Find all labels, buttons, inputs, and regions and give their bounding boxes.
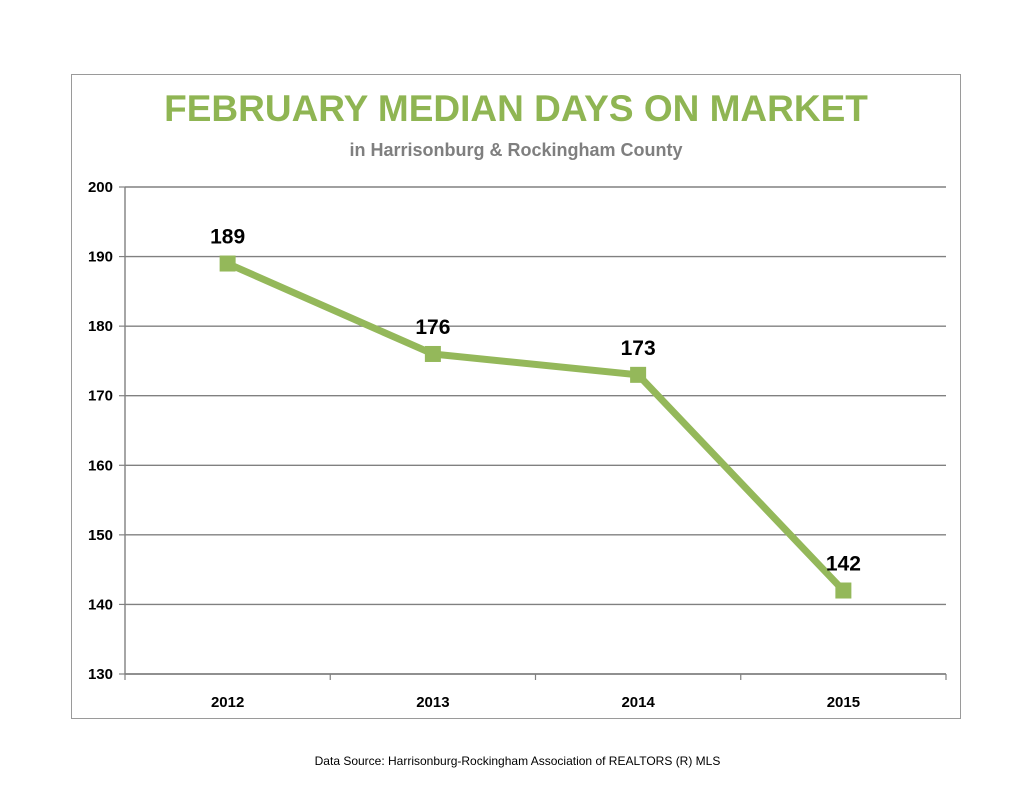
chart-title: FEBRUARY MEDIAN DAYS ON MARKET — [164, 88, 868, 129]
data-source-note: Data Source: Harrisonburg-Rockingham Ass… — [314, 754, 721, 768]
x-tick-label-2013: 2013 — [416, 694, 449, 711]
y-tick-label: 140 — [88, 596, 113, 613]
y-tick-label: 170 — [88, 388, 113, 405]
y-tick-label: 180 — [88, 318, 113, 335]
chart-subtitle: in Harrisonburg & Rockingham County — [349, 140, 683, 160]
chart-frame — [71, 74, 961, 719]
data-point-2014 — [630, 366, 647, 383]
y-tick-label: 150 — [88, 527, 113, 544]
x-tick-label-2012: 2012 — [211, 694, 244, 711]
series-line-path — [226, 260, 846, 593]
data-markers — [219, 255, 852, 599]
y-tick-label: 160 — [88, 457, 113, 474]
data-point-2013 — [424, 345, 441, 362]
data-labels: 189 176 173 142 — [210, 226, 861, 576]
data-point-2015 — [835, 582, 852, 599]
data-point-2012 — [219, 255, 236, 272]
data-label-2012: 189 — [210, 226, 245, 249]
axes: 130 140 150 160 170 180 190 200 2012 2013 2014 2015 — [88, 179, 947, 711]
series-line — [226, 260, 846, 593]
x-tick-label-2014: 2014 — [621, 694, 655, 711]
data-label-2013: 176 — [415, 316, 450, 339]
data-label-2015: 142 — [826, 553, 861, 576]
y-tick-label: 200 — [88, 179, 113, 196]
x-tick-label-2015: 2015 — [827, 694, 860, 711]
data-label-2014: 173 — [621, 337, 656, 360]
y-tick-label: 130 — [88, 666, 113, 683]
y-tick-label: 190 — [88, 249, 113, 266]
gridlines — [125, 186, 946, 675]
